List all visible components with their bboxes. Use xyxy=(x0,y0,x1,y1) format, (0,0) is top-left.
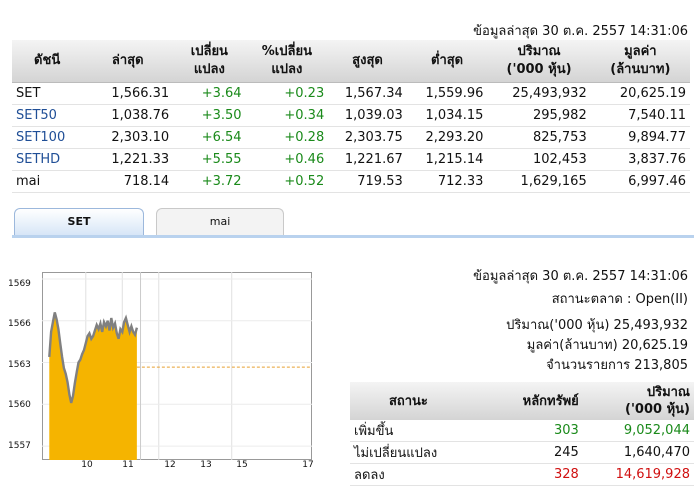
tab-divider xyxy=(12,235,694,238)
table-row: เพิ่มขึ้น 303 9,052,044 xyxy=(350,420,694,442)
index-percent-change: +0.34 xyxy=(245,104,329,127)
x-tick-label: 15 xyxy=(236,460,248,470)
status-label: ลดลง xyxy=(350,463,467,486)
index-value: 3,837.76 xyxy=(590,148,690,171)
index-high: 1,221.67 xyxy=(328,148,407,171)
index-link-set100[interactable]: SET100 xyxy=(12,126,83,149)
index-high: 2,303.75 xyxy=(328,126,407,149)
x-tick-label: 13 xyxy=(200,460,212,470)
tab-mai[interactable]: mai xyxy=(156,208,284,235)
index-high: 1,039.03 xyxy=(328,104,407,127)
advance-decline-table: สถานะ หลักทรัพย์ ปริมาณ ('000 หุ้น) เพิ่… xyxy=(350,382,694,486)
index-last: 1,566.31 xyxy=(82,82,174,105)
index-summary-table: ดัชนี ล่าสุด เปลี่ยน แปลง %เปลี่ยน แปลง … xyxy=(12,40,690,193)
status-count: 245 xyxy=(466,441,583,464)
status-volume: 9,052,044 xyxy=(582,420,694,442)
index-value: 6,997.46 xyxy=(590,170,690,193)
index-last: 718.14 xyxy=(82,170,174,193)
index-volume: 295,982 xyxy=(487,104,591,127)
index-name: mai xyxy=(12,170,83,193)
status-count: 303 xyxy=(466,420,583,442)
index-last: 2,303.10 xyxy=(82,126,174,149)
table-row: SET 1,566.31 +3.64 +0.23 1,567.34 1,559.… xyxy=(12,82,690,105)
index-change: +3.64 xyxy=(173,82,246,105)
index-last: 1,221.33 xyxy=(82,148,174,171)
index-value: 20,625.19 xyxy=(590,82,690,105)
index-volume: 1,629,165 xyxy=(487,170,591,193)
x-tick-label: 10 xyxy=(81,460,93,470)
index-low: 2,293.20 xyxy=(406,126,488,149)
index-name: SET xyxy=(12,82,83,105)
index-volume: 102,453 xyxy=(487,148,591,171)
col-status-volume: ปริมาณ ('000 หุ้น) xyxy=(582,382,694,420)
col-securities: หลักทรัพย์ xyxy=(466,382,583,420)
table-row: SET50 1,038.76 +3.50 +0.34 1,039.03 1,03… xyxy=(12,104,690,127)
index-high: 719.53 xyxy=(328,170,407,193)
index-value: 7,540.11 xyxy=(590,104,690,127)
table-row: ไม่เปลี่ยนแปลง 245 1,640,470 xyxy=(350,441,694,464)
index-change: +6.54 xyxy=(173,126,246,149)
table-row: SETHD 1,221.33 +5.55 +0.46 1,221.67 1,21… xyxy=(12,148,690,171)
status-label: ไม่เปลี่ยนแปลง xyxy=(350,441,467,464)
col-change: เปลี่ยน แปลง xyxy=(173,40,246,83)
index-change: +3.50 xyxy=(173,104,246,127)
index-volume: 825,753 xyxy=(487,126,591,149)
x-tick-label: 12 xyxy=(164,460,176,470)
table-row: ลดลง 328 14,619,928 xyxy=(350,463,694,486)
index-area xyxy=(49,312,137,460)
index-percent-change: +0.46 xyxy=(245,148,329,171)
index-low: 1,034.15 xyxy=(406,104,488,127)
market-tabs: SET mai xyxy=(12,206,694,238)
index-low: 1,215.14 xyxy=(406,148,488,171)
index-line xyxy=(48,312,139,404)
col-index: ดัชนี xyxy=(12,40,83,83)
index-table-header: ดัชนี ล่าสุด เปลี่ยน แปลง %เปลี่ยน แปลง … xyxy=(12,40,690,83)
market-deals-text: จำนวนรายการ 213,805 xyxy=(546,358,688,373)
table-row: SET100 2,303.10 +6.54 +0.28 2,303.75 2,2… xyxy=(12,126,690,149)
status-volume: 1,640,470 xyxy=(582,441,694,464)
index-percent-change: +0.23 xyxy=(245,82,329,105)
tab-set[interactable]: SET xyxy=(14,208,144,235)
col-status: สถานะ xyxy=(350,382,467,420)
status-volume: 14,619,928 xyxy=(582,463,694,486)
x-tick-label: 17 xyxy=(302,460,314,470)
col-volume: ปริมาณ ('000 หุ้น) xyxy=(487,40,591,83)
intraday-index-chart xyxy=(42,272,312,460)
col-percent-change: %เปลี่ยน แปลง xyxy=(245,40,329,83)
market-status-text: สถานะตลาด : Open(II) xyxy=(551,292,688,307)
index-percent-change: +0.28 xyxy=(245,126,329,149)
index-link-set50[interactable]: SET50 xyxy=(12,104,83,127)
y-tick-label: 1569 xyxy=(8,279,31,289)
col-high: สูงสุด xyxy=(328,40,407,83)
index-volume: 25,493,932 xyxy=(487,82,591,105)
y-tick-label: 1563 xyxy=(8,360,31,370)
index-last: 1,038.76 xyxy=(82,104,174,127)
market-value-text: มูลค่า(ล้านบาท) 20,625.19 xyxy=(526,338,688,353)
index-high: 1,567.34 xyxy=(328,82,407,105)
y-tick-label: 1566 xyxy=(8,319,31,329)
y-tick-label: 1557 xyxy=(8,441,31,451)
col-low: ต่ำสุด xyxy=(406,40,488,83)
last-updated-text: ข้อมูลล่าสุด 30 ต.ค. 2557 14:31:06 xyxy=(473,24,688,39)
market-updated-text: ข้อมูลล่าสุด 30 ต.ค. 2557 14:31:06 xyxy=(473,269,688,284)
index-link-sethd[interactable]: SETHD xyxy=(12,148,83,171)
y-tick-label: 1560 xyxy=(8,400,31,410)
col-value: มูลค่า (ล้านบาท) xyxy=(590,40,690,83)
index-value: 9,894.77 xyxy=(590,126,690,149)
col-last: ล่าสุด xyxy=(82,40,174,83)
index-low: 1,559.96 xyxy=(406,82,488,105)
market-volume-text: ปริมาณ('000 หุ้น) 25,493,932 xyxy=(506,318,688,333)
x-tick-label: 11 xyxy=(122,460,134,470)
status-count: 328 xyxy=(466,463,583,486)
index-change: +3.72 xyxy=(173,170,246,193)
status-table-header: สถานะ หลักทรัพย์ ปริมาณ ('000 หุ้น) xyxy=(350,382,694,420)
table-row: mai 718.14 +3.72 +0.52 719.53 712.33 1,6… xyxy=(12,170,690,193)
index-low: 712.33 xyxy=(406,170,488,193)
index-percent-change: +0.52 xyxy=(245,170,329,193)
index-change: +5.55 xyxy=(173,148,246,171)
status-label: เพิ่มขึ้น xyxy=(350,420,467,442)
